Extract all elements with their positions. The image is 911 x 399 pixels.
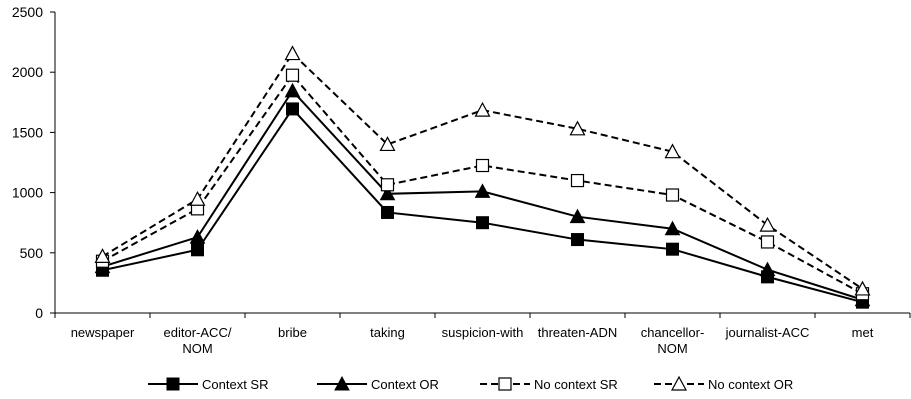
data-point bbox=[474, 101, 491, 117]
data-point bbox=[286, 102, 299, 116]
y-tick-label: 1000 bbox=[12, 185, 43, 201]
series-no-context-or bbox=[94, 45, 871, 296]
x-category-label: suspicion-with bbox=[442, 325, 524, 340]
x-category-label: editor-ACC/NOM bbox=[164, 325, 232, 356]
legend-item: Context OR bbox=[317, 375, 439, 392]
data-point bbox=[284, 45, 301, 61]
data-point bbox=[166, 377, 180, 391]
data-point bbox=[569, 120, 586, 136]
data-point bbox=[189, 190, 206, 206]
data-point bbox=[759, 261, 776, 277]
data-point bbox=[285, 68, 300, 82]
series-context-or bbox=[94, 82, 871, 307]
x-category-label: met bbox=[852, 325, 874, 340]
y-tick-label: 1500 bbox=[12, 124, 43, 140]
data-point bbox=[380, 178, 395, 192]
data-point bbox=[498, 377, 512, 391]
data-point bbox=[670, 375, 688, 391]
data-point bbox=[571, 233, 584, 247]
series-context-sr bbox=[96, 102, 869, 309]
legend-label: Context SR bbox=[202, 377, 268, 392]
data-point bbox=[94, 248, 111, 264]
legend-item: No context OR bbox=[654, 375, 793, 392]
data-point bbox=[189, 229, 206, 244]
data-point bbox=[664, 220, 681, 236]
data-point bbox=[379, 136, 396, 152]
y-tick-label: 2000 bbox=[12, 64, 43, 80]
x-axis-labels: newspaper editor-ACC/NOM bribe taking suspic… bbox=[54, 313, 911, 356]
x-category-label: threaten-ADN bbox=[538, 325, 617, 340]
x-category-label: chancellor-NOM bbox=[641, 325, 705, 356]
y-tick-label: 2500 bbox=[12, 4, 43, 20]
legend-item: Context SR bbox=[148, 377, 268, 392]
data-point bbox=[476, 216, 489, 230]
data-point bbox=[666, 242, 679, 256]
x-category-label: journalist-ACC bbox=[725, 325, 810, 340]
data-point bbox=[191, 243, 204, 257]
data-point bbox=[665, 188, 680, 202]
data-point bbox=[569, 208, 586, 224]
data-point bbox=[760, 235, 775, 249]
series-layer bbox=[94, 45, 871, 309]
legend-label: No context OR bbox=[708, 377, 793, 392]
legend-label: Context OR bbox=[371, 377, 439, 392]
y-axis-ticks: 0 500 1000 1500 2000 2500 bbox=[12, 4, 55, 321]
data-point bbox=[570, 173, 585, 188]
legend: Context SR Context OR No context SR No cont… bbox=[148, 375, 793, 392]
legend-item: No context SR bbox=[480, 377, 618, 392]
axes bbox=[54, 12, 910, 314]
y-tick-label: 500 bbox=[20, 245, 44, 261]
data-point bbox=[379, 185, 396, 201]
x-category-label: newspaper bbox=[71, 325, 135, 340]
data-point bbox=[474, 183, 491, 198]
x-category-label: taking bbox=[370, 325, 405, 340]
data-point bbox=[284, 82, 301, 98]
legend-label: No context SR bbox=[534, 377, 618, 392]
data-point bbox=[475, 158, 490, 173]
data-point bbox=[334, 375, 350, 391]
y-tick-label: 0 bbox=[35, 305, 43, 321]
series-line bbox=[102, 107, 863, 304]
data-point bbox=[854, 280, 871, 296]
data-point bbox=[381, 205, 394, 219]
data-point bbox=[664, 143, 681, 159]
data-point bbox=[759, 216, 776, 232]
x-category-label: bribe bbox=[278, 325, 307, 340]
